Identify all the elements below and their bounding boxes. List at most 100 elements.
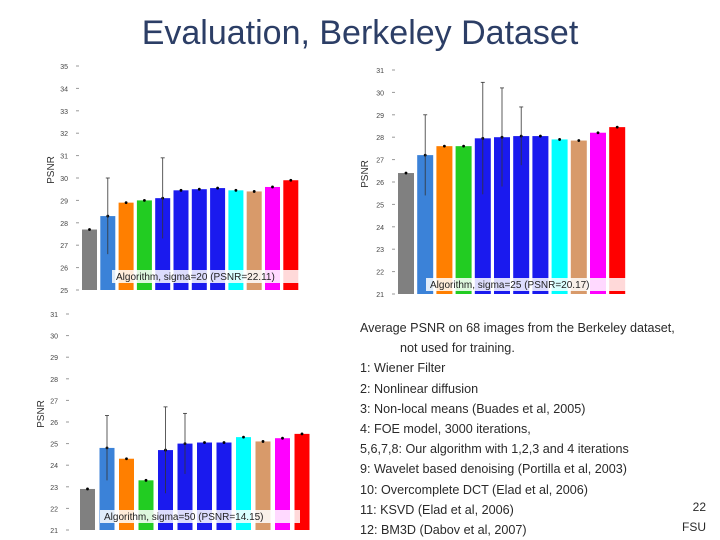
bar-7 <box>197 442 212 530</box>
y-tick-label: 23 <box>50 485 58 492</box>
y-tick-label: 29 <box>60 198 68 205</box>
mean-marker <box>203 441 206 444</box>
y-tick-label: 27 <box>50 398 58 405</box>
slide-title: Evaluation, Berkeley Dataset <box>141 14 579 52</box>
mean-marker <box>577 139 581 142</box>
bar-1 <box>80 488 95 530</box>
mean-marker <box>125 457 128 461</box>
mean-marker <box>124 201 128 205</box>
y-tick-label: 27 <box>60 243 68 250</box>
mean-marker <box>300 432 304 436</box>
bar-1 <box>82 229 97 290</box>
bar-7 <box>513 136 530 294</box>
y-tick-label: 21 <box>50 528 58 535</box>
bar-11 <box>590 132 606 294</box>
chart-caption: Algorithm, sigma=25 (PSNR=20.17) <box>430 280 590 291</box>
y-tick-label: 22 <box>50 506 58 513</box>
y-tick-label: 25 <box>50 442 58 449</box>
mean-marker <box>234 188 238 192</box>
y-tick-label: 33 <box>60 109 68 116</box>
mean-marker <box>216 186 220 190</box>
y-tick-label: 24 <box>50 463 58 470</box>
legend-intro-line2: not used for training. <box>400 341 515 356</box>
chart-sigma-25: PSNR 21 22 23 24 25 26 27 28 29 30 31 Algorithm, sig… <box>360 68 654 299</box>
bar-9 <box>551 139 568 294</box>
bar-4 <box>136 200 152 290</box>
y-tick-label: 21 <box>376 292 384 299</box>
mean-marker <box>252 190 256 193</box>
mean-marker <box>144 478 148 482</box>
bar-3 <box>436 146 453 294</box>
legend-intro-line1: Average PSNR on 68 images from the Berke… <box>360 321 675 335</box>
y-tick-label: 28 <box>50 377 58 384</box>
y-tick-label: 31 <box>376 68 384 75</box>
legend-item: 3: Non-local means (Buades et al, 2005) <box>360 401 586 416</box>
y-tick-label: 30 <box>376 90 384 97</box>
bar-10 <box>255 441 271 530</box>
bar-12 <box>609 127 626 294</box>
page-number: 22 <box>692 500 706 514</box>
bar-10 <box>246 191 262 290</box>
mean-marker <box>197 187 201 191</box>
legend-item: 10: Overcomplete DCT (Elad et al, 2006) <box>360 482 588 497</box>
y-tick-label: 24 <box>376 225 384 232</box>
bar-11 <box>265 186 280 290</box>
bar-5 <box>155 198 171 290</box>
bar-9 <box>228 190 244 290</box>
bar-5 <box>474 138 491 294</box>
mean-marker <box>143 199 146 202</box>
chart-sigma-20: PSNR 25 26 27 28 29 30 31 32 33 34 35 Algorithm, sig… <box>46 64 322 295</box>
y-tick-label: 26 <box>50 420 58 427</box>
bar-6 <box>494 137 510 294</box>
mean-marker <box>462 144 465 148</box>
chart-caption: Algorithm, sigma=20 (PSNR=22.11) <box>116 272 275 283</box>
mean-marker <box>289 178 293 182</box>
y-axis-label: PSNR <box>360 160 371 188</box>
bar-10 <box>570 140 587 294</box>
bar-7 <box>191 189 207 290</box>
bar-6 <box>173 190 189 290</box>
bar-2 <box>417 155 434 294</box>
y-axis-label: PSNR <box>46 156 57 184</box>
chart-sigma-50: PSNR 21 22 23 24 25 26 27 28 29 30 31 Algorithm, sig… <box>36 312 310 535</box>
bar-12 <box>294 433 310 530</box>
y-tick-label: 35 <box>60 64 68 71</box>
legend-item: 5,6,7,8: Our algorithm with 1,2,3 and 4 … <box>360 442 629 457</box>
mean-marker <box>86 487 89 491</box>
y-tick-label: 30 <box>60 176 68 183</box>
bar-4 <box>455 146 472 294</box>
y-tick-label: 29 <box>376 113 384 120</box>
y-tick-label: 26 <box>376 180 384 187</box>
y-tick-label: 28 <box>60 221 68 228</box>
bar-1 <box>398 173 414 294</box>
y-axis-label: PSNR <box>36 400 47 428</box>
y-tick-label: 23 <box>376 247 384 254</box>
legend-item: 4: FOE model, 3000 iterations, <box>360 422 531 437</box>
mean-marker <box>281 436 284 440</box>
y-tick-label: 30 <box>50 334 58 341</box>
mean-marker <box>222 441 226 444</box>
legend-item: 9: Wavelet based denoising (Portilla et … <box>360 462 627 477</box>
mean-marker <box>88 228 91 231</box>
y-tick-label: 34 <box>60 86 68 93</box>
mean-marker <box>404 171 408 175</box>
mean-marker <box>443 144 446 148</box>
bar-8 <box>210 188 226 290</box>
caption-background <box>100 510 300 523</box>
y-tick-label: 32 <box>60 131 68 138</box>
mean-marker <box>615 125 619 129</box>
y-tick-label: 22 <box>376 270 384 277</box>
mean-marker <box>596 131 600 135</box>
legend-item: 2: Nonlinear diffusion <box>360 381 479 396</box>
mean-marker <box>271 185 274 189</box>
bar-8 <box>216 442 232 530</box>
y-tick-label: 31 <box>60 154 68 161</box>
bar-12 <box>283 180 299 290</box>
mean-marker <box>179 188 183 192</box>
legend-text: Average PSNR on 68 images from the Berke… <box>360 318 716 540</box>
mean-marker <box>242 435 245 439</box>
bar-3 <box>118 202 134 290</box>
legend-item: 1: Wiener Filter <box>360 361 446 376</box>
mean-marker <box>261 440 265 443</box>
legend-item: 12: BM3D (Dabov et al, 2007) <box>360 523 527 538</box>
